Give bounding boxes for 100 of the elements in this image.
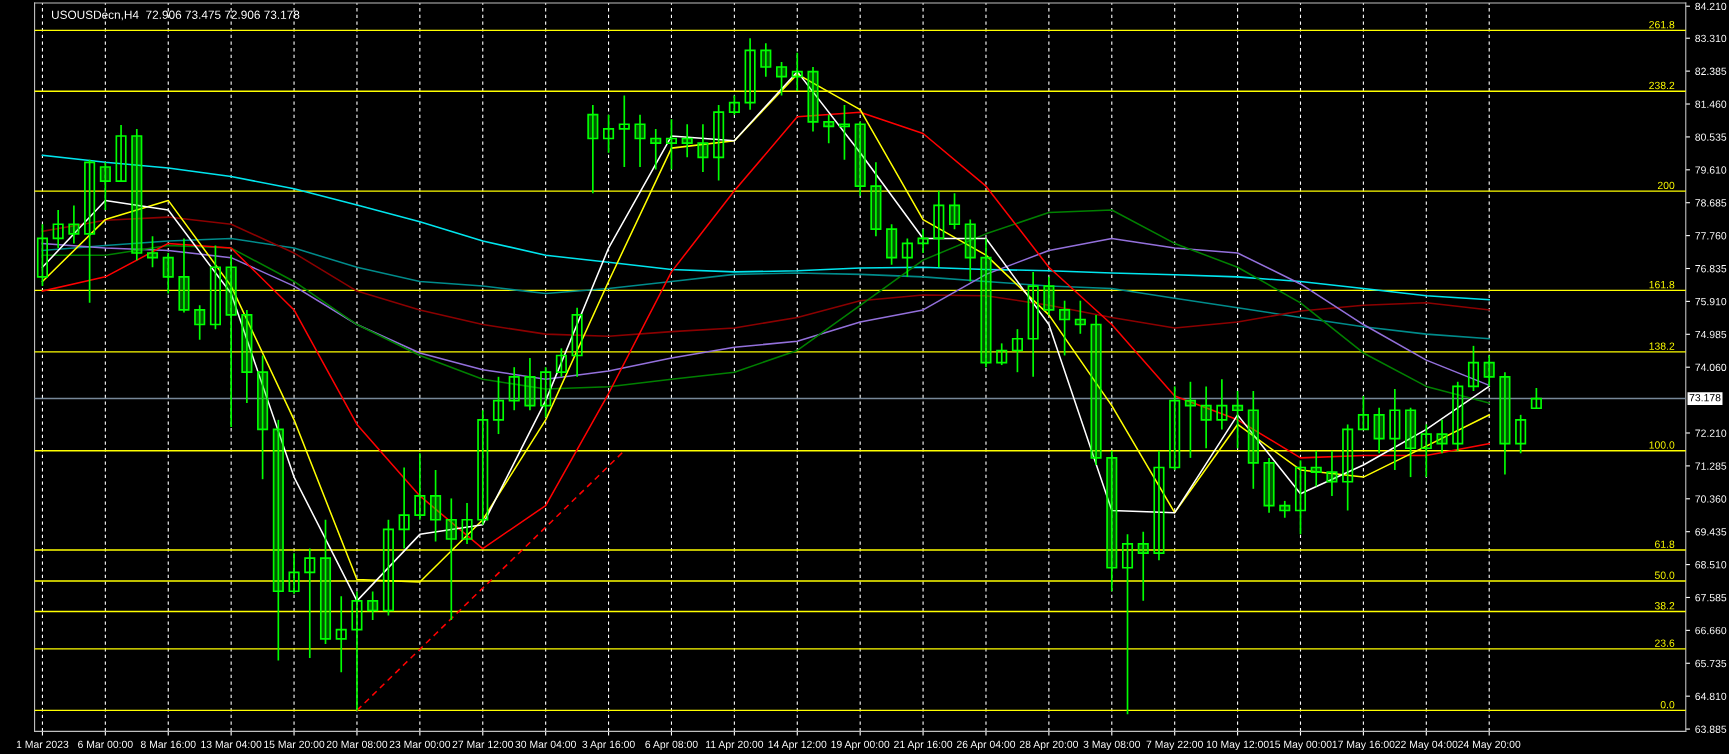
candlestick <box>461 502 473 545</box>
annotation: 38.2 <box>1654 602 1675 610</box>
candlestick <box>524 357 536 412</box>
candlestick <box>1200 385 1212 450</box>
candlestick <box>1310 449 1322 488</box>
y-tick-label: 81.460 <box>1695 100 1727 108</box>
y-tick-label: 84.210 <box>1695 2 1727 11</box>
y-tick-label: 68.510 <box>1695 561 1727 569</box>
x-tick-label: 26 Apr 04:00 <box>956 740 1016 751</box>
y-tick-label: 70.360 <box>1695 495 1727 503</box>
candlestick <box>587 104 599 195</box>
candlestick <box>1483 354 1495 388</box>
candlestick <box>1027 271 1039 378</box>
candlestick <box>1342 423 1354 512</box>
annotation: 23.6 <box>1655 639 1675 647</box>
x-tick-label: 19 Apr 00:00 <box>831 740 890 751</box>
line-series <box>41 216 1490 338</box>
candlestick <box>131 128 143 261</box>
y-tick-label: 63.885 <box>1695 725 1727 733</box>
candlestick <box>1059 299 1071 357</box>
candlestick <box>414 452 426 521</box>
candlestick <box>508 366 520 412</box>
y-tick-label: 74.060 <box>1695 363 1727 372</box>
x-tick-label: 1 Mar 2023 <box>16 740 69 749</box>
y-tick-label: 64.810 <box>1695 692 1727 701</box>
y-tick-label: 83.310 <box>1695 34 1727 43</box>
candlestick <box>146 235 159 269</box>
y-tick-label: 76.835 <box>1695 265 1727 273</box>
x-tick-label: 20 Mar 08:00 <box>326 740 388 749</box>
x-tick-label: 23 Mar 00:00 <box>389 740 451 749</box>
candlestick <box>367 590 379 621</box>
candlestick <box>1090 314 1102 466</box>
x-tick-label: 3 Apr 16:00 <box>582 740 635 751</box>
x-tick-label: 24 May 20:00 <box>1458 740 1521 751</box>
candlestick <box>964 218 976 283</box>
x-tick-label: 22 May 04:00 <box>1395 740 1458 751</box>
candlestick <box>1216 378 1228 431</box>
candlestick <box>1106 449 1118 593</box>
candlestick <box>854 120 866 197</box>
y-tick-label: 66.660 <box>1695 626 1727 635</box>
annotation: 261.8 <box>1649 20 1675 29</box>
candlestick <box>162 252 174 295</box>
x-tick-label: 13 Mar 04:00 <box>201 740 262 749</box>
candlestick <box>603 113 615 154</box>
candlestick <box>870 161 882 238</box>
annotation: 161.8 <box>1649 280 1675 289</box>
x-tick-label: 6 Apr 08:00 <box>645 740 698 751</box>
candlestick <box>1530 387 1542 410</box>
candlestick <box>540 366 552 419</box>
annotation: 0.0 <box>1660 700 1675 709</box>
candlestick <box>775 61 788 97</box>
candlestick <box>697 123 709 173</box>
candlestick <box>319 518 332 645</box>
candlestick <box>241 309 253 404</box>
candlestick <box>1373 406 1385 455</box>
candlestick <box>1515 414 1527 455</box>
x-tick-label: 15 May 00:00 <box>1269 740 1332 751</box>
candlestick <box>1247 390 1259 490</box>
x-tick-label: 21 Apr 16:00 <box>894 740 953 751</box>
candlestick <box>681 123 693 159</box>
candlestick <box>634 113 646 168</box>
candlestick <box>996 342 1008 366</box>
candlestick <box>1074 299 1086 335</box>
candlestick <box>257 354 269 481</box>
x-tick-label: 6 Mar 00:00 <box>78 740 133 749</box>
candlestick <box>744 37 756 111</box>
line-series <box>41 237 1490 340</box>
candlestick <box>571 306 583 378</box>
y-tick-label: 69.435 <box>1695 528 1727 536</box>
candlestick <box>1184 380 1196 459</box>
line-series <box>41 237 1490 387</box>
candlestick <box>650 128 662 171</box>
y-tick-label: 72.210 <box>1695 429 1727 437</box>
candlestick <box>886 223 898 266</box>
candlestick <box>36 223 48 287</box>
candlestick <box>335 595 347 674</box>
candlestick <box>1436 418 1448 455</box>
candlestick <box>288 552 300 595</box>
candlestick <box>351 590 363 712</box>
candlestick <box>445 497 457 621</box>
candlestick <box>225 254 237 428</box>
candlestick <box>99 161 111 211</box>
x-tick-label: 10 May 12:00 <box>1206 740 1269 751</box>
y-tick-label: 74.985 <box>1695 330 1727 339</box>
candlestick <box>1121 533 1134 716</box>
candlestick <box>1357 395 1369 431</box>
candlestick <box>980 237 992 369</box>
candlestick <box>1137 531 1149 602</box>
x-tick-label: 30 Mar 04:00 <box>515 740 576 749</box>
candlestick <box>948 192 961 231</box>
candlestick <box>1452 380 1464 452</box>
x-tick-label: 8 Mar 16:00 <box>140 740 196 749</box>
candlestick <box>917 228 929 254</box>
candlestick <box>1499 371 1511 476</box>
candlestick <box>1405 406 1417 478</box>
candlestick <box>1389 388 1401 471</box>
candlestick <box>194 304 206 341</box>
candlestick <box>713 104 725 182</box>
annotation: 238.2 <box>1649 81 1675 90</box>
candlestick <box>1263 457 1275 514</box>
